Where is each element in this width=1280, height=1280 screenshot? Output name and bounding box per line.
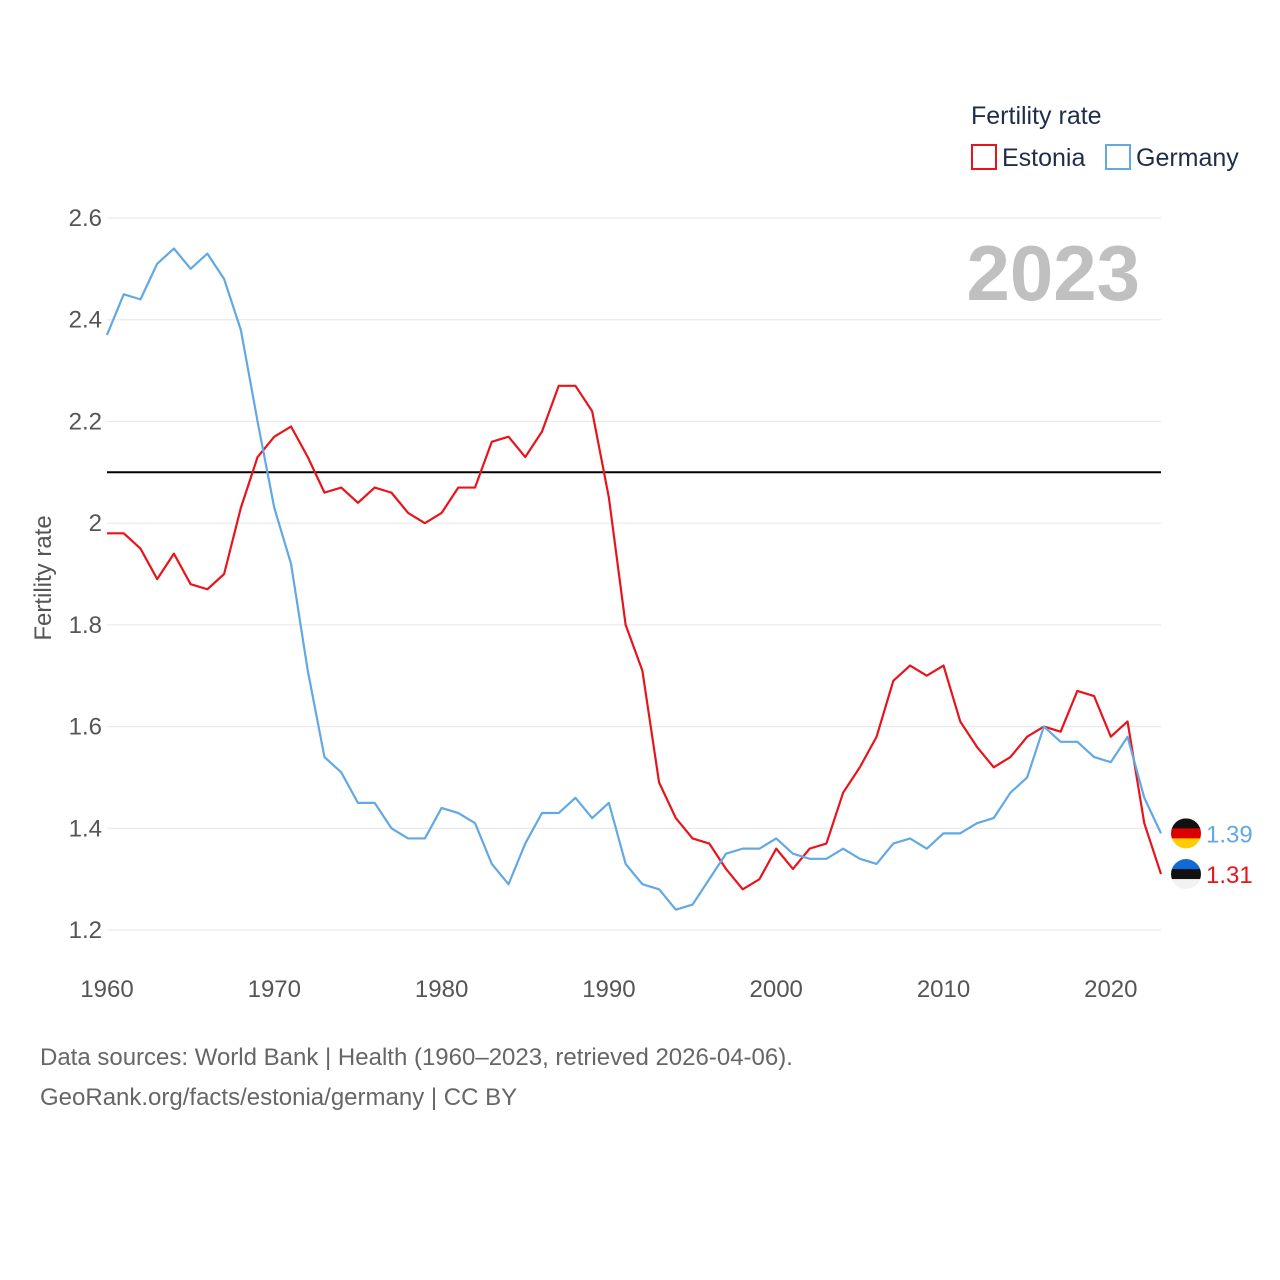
end-value-estonia: 1.31 [1206,862,1253,889]
y-axis: 1.2 1.4 1.6 1.8 2 2.2 2.4 2.6 [69,205,102,944]
y-tick-label: 1.6 [69,714,102,741]
y-tick-label: 1.4 [69,815,102,842]
y-tick-label: 1.8 [69,612,102,639]
x-tick-label: 2020 [1084,976,1137,1003]
end-markers: 1.31 1.39 [1171,818,1253,890]
y-tick-label: 2.4 [69,307,102,334]
x-axis: 1960 1970 1980 1990 2000 2010 2020 [80,976,1137,1003]
y-tick-label: 2.6 [69,205,102,232]
gridlines [107,217,1161,931]
legend: Fertility rate Estonia Germany [971,102,1239,172]
legend-label-estonia[interactable]: Estonia [1002,144,1085,172]
series-line-germany[interactable] [105,247,1162,911]
legend-swatch-estonia[interactable] [971,144,997,170]
series-layer [105,247,1163,911]
y-tick-label: 1.2 [69,917,102,944]
legend-label-germany[interactable]: Germany [1136,144,1239,172]
x-tick-label: 1990 [582,976,635,1003]
x-tick-label: 2010 [917,976,970,1003]
y-tick-label: 2 [89,510,102,537]
legend-swatch-germany[interactable] [1105,144,1131,170]
x-tick-label: 1980 [415,976,468,1003]
x-tick-label: 1960 [80,976,133,1003]
y-axis-title: Fertility rate [30,515,57,640]
year-watermark: 2023 [966,229,1140,317]
end-value-germany: 1.39 [1206,821,1253,848]
germany-flag-icon [1171,818,1201,849]
x-tick-label: 2000 [750,976,803,1003]
y-tick-label: 2.2 [69,408,102,435]
x-tick-label: 1970 [248,976,301,1003]
estonia-flag-icon [1171,859,1201,890]
footer-source: Data sources: World Bank | Health (1960–… [40,1044,793,1071]
legend-title: Fertility rate [971,102,1102,130]
series-line-estonia[interactable] [107,384,1163,891]
footer-site-link[interactable]: GeoRank.org/facts/estonia/germany | CC B… [40,1084,518,1111]
